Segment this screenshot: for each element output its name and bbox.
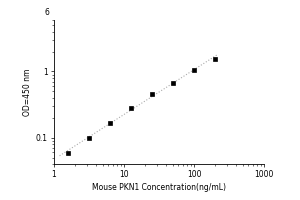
- Y-axis label: OD=450 nm: OD=450 nm: [22, 68, 32, 116]
- X-axis label: Mouse PKN1 Concentration(ng/mL): Mouse PKN1 Concentration(ng/mL): [92, 183, 226, 192]
- Text: 6: 6: [45, 8, 50, 17]
